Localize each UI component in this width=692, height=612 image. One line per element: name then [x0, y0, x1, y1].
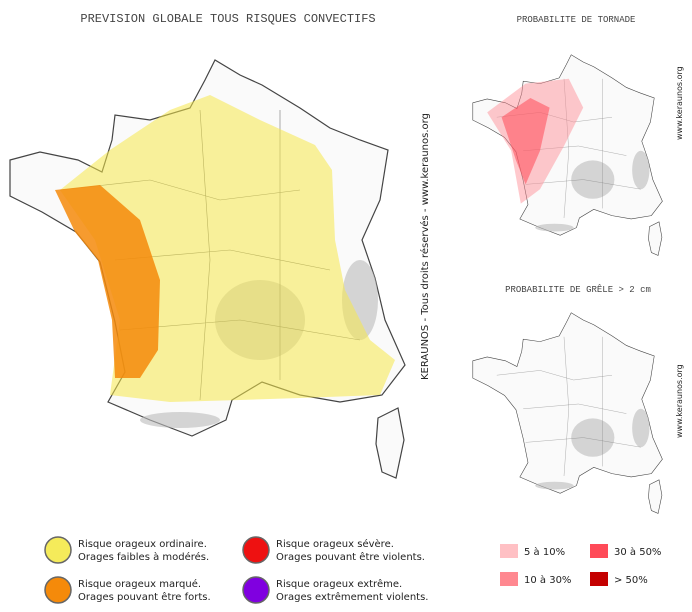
- tornado-credit: www.keraunos.org: [675, 66, 684, 140]
- legend-label: 30 à 50%: [614, 546, 661, 558]
- legend-description: Orages pouvant être forts.: [78, 591, 211, 603]
- legend-description: Orages faibles à modérés.: [78, 551, 209, 563]
- legend-swatch: [44, 536, 72, 564]
- main-credit: KERAUNOS - Tous droits réservés - www.ke…: [419, 113, 431, 380]
- main-title: PREVISION GLOBALE TOUS RISQUES CONVECTIF…: [80, 12, 375, 26]
- legend-description: Orages extrêmement violents.: [276, 591, 428, 603]
- legend-label: 5 à 10%: [524, 546, 565, 558]
- legend-swatch: [500, 572, 518, 586]
- legend-swatch: [590, 572, 608, 586]
- legend-label: 10 à 30%: [524, 574, 571, 586]
- legend: Risque orageux ordinaire.Orages faibles …: [44, 536, 661, 604]
- legend-label: Risque orageux extrême.: [276, 578, 402, 590]
- legend-swatch: [242, 536, 270, 564]
- legend-swatch: [242, 576, 270, 604]
- legend-swatch: [44, 576, 72, 604]
- tornado-title: PROBABILITE DE TORNADE: [517, 15, 636, 25]
- legend-label: > 50%: [614, 575, 648, 586]
- legend-swatch: [590, 544, 608, 558]
- legend-label: Risque orageux sévère.: [276, 538, 394, 550]
- main-map: PREVISION GLOBALE TOUS RISQUES CONVECTIF…: [9, 12, 431, 479]
- tornado-zone: [501, 98, 550, 185]
- tornado-map: PROBABILITE DE TORNADE www.keraunos.org: [472, 15, 684, 256]
- legend-swatch: [500, 544, 518, 558]
- france-outline: [472, 312, 663, 514]
- legend-label: Risque orageux ordinaire.: [78, 539, 207, 550]
- risk-zone-marked: [55, 185, 160, 378]
- hail-title: PROBABILITE DE GRÊLE > 2 cm: [505, 284, 651, 295]
- legend-description: Orages pouvant être violents.: [276, 551, 425, 563]
- legend-label: Risque orageux marqué.: [78, 578, 201, 590]
- hail-credit: www.keraunos.org: [675, 364, 684, 438]
- hail-map: PROBABILITE DE GRÊLE > 2 cm www.keraunos…: [472, 284, 684, 514]
